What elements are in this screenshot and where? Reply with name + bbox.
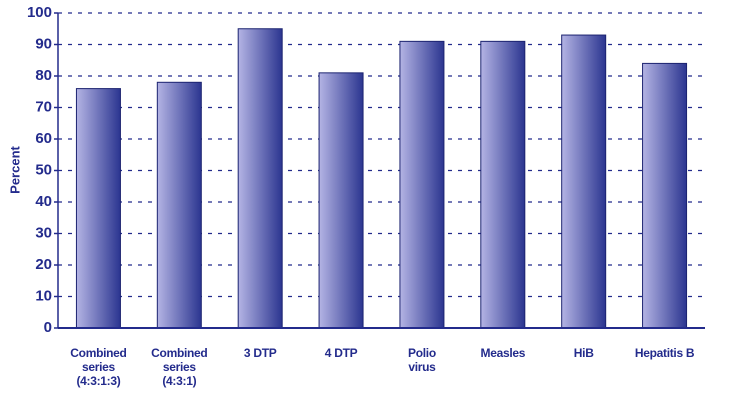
bar (561, 34, 607, 329)
y-tick-label: 60 (35, 130, 52, 147)
y-tick-label: 100 (27, 4, 52, 21)
y-tick-label: 0 (44, 319, 52, 336)
x-tick-label: Polio virus (408, 346, 436, 374)
y-tick-label: 30 (35, 224, 52, 241)
bar (237, 28, 283, 329)
bar (75, 88, 121, 329)
y-tick-label: 20 (35, 256, 52, 273)
x-tick-label: HiB (573, 346, 594, 360)
y-axis-label: Percent (7, 145, 22, 193)
x-tick-label: 4 DTP (324, 346, 358, 360)
x-tick-label: Combined series (4:3:1:3) (70, 346, 127, 388)
y-tick-label: 40 (35, 193, 52, 210)
x-tick-label: Hepatitis B (634, 346, 695, 360)
bar (399, 40, 445, 329)
x-tick-label: 3 DTP (243, 346, 277, 360)
bar (480, 40, 526, 329)
bar (642, 62, 688, 329)
y-tick-label: 50 (35, 161, 52, 178)
bar (156, 81, 202, 329)
x-tick-label: Combined series (4:3:1) (151, 346, 208, 388)
bar (318, 72, 364, 329)
y-tick-label: 10 (35, 287, 52, 304)
y-tick-label: 80 (35, 67, 52, 84)
y-tick-label: 90 (35, 35, 52, 52)
x-tick-label: Measles (480, 346, 526, 360)
y-tick-label: 70 (35, 98, 52, 115)
